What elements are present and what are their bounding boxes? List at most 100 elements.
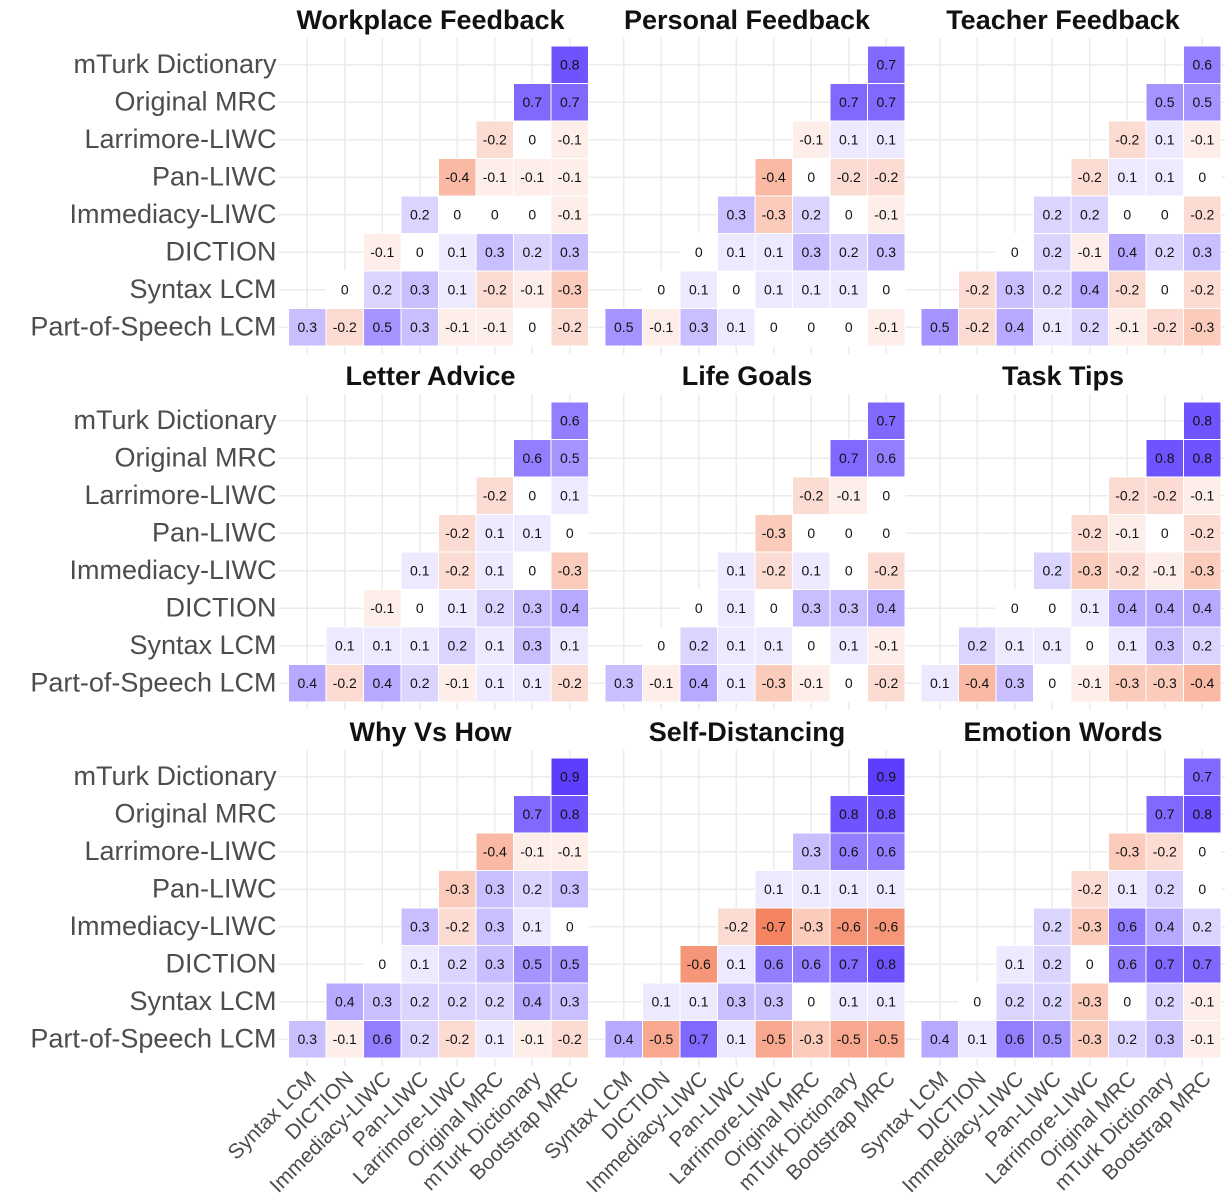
cell-label: 0.3 bbox=[373, 993, 393, 1009]
heatmap-cell bbox=[829, 945, 868, 984]
heatmap-cell bbox=[1070, 664, 1109, 703]
cell-label: 0.7 bbox=[877, 56, 897, 72]
cell-label: -0.3 bbox=[1190, 319, 1214, 335]
heatmap-cell bbox=[792, 551, 831, 590]
cell-label: 0.1 bbox=[1080, 600, 1100, 616]
cell-label: 0.3 bbox=[839, 600, 859, 616]
heatmap-cell bbox=[1145, 270, 1184, 309]
cell-label: 0 bbox=[1123, 206, 1131, 222]
cell-label: -0.2 bbox=[1190, 281, 1214, 297]
heatmap-cell bbox=[438, 626, 477, 665]
cell-label: 0.1 bbox=[764, 881, 784, 897]
cell-label: 0.1 bbox=[448, 244, 468, 260]
heatmap-cell bbox=[400, 195, 439, 234]
y-tick-label: DICTION bbox=[166, 592, 277, 622]
cell-label: 0.8 bbox=[560, 806, 580, 822]
heatmap-cell bbox=[754, 514, 793, 553]
heatmap-cell bbox=[717, 551, 756, 590]
cell-label: 0.7 bbox=[1155, 956, 1175, 972]
cell-label: -0.1 bbox=[558, 131, 582, 147]
cell-label: 0.1 bbox=[1005, 637, 1025, 653]
heatmap-cell bbox=[867, 514, 906, 553]
cell-label: -0.1 bbox=[1190, 131, 1214, 147]
cell-label: -0.1 bbox=[1078, 244, 1102, 260]
cell-label: 0.3 bbox=[802, 600, 822, 616]
cell-label: 0.2 bbox=[373, 281, 393, 297]
cell-label: 0 bbox=[416, 600, 424, 616]
cell-label: -0.2 bbox=[1115, 131, 1139, 147]
cell-label: 0.1 bbox=[839, 281, 859, 297]
heatmap-cell bbox=[475, 1020, 514, 1059]
heatmap-cell bbox=[995, 589, 1034, 628]
y-tick-label: Syntax LCM bbox=[129, 630, 276, 660]
heatmap-cell bbox=[1070, 626, 1109, 665]
cell-label: 0.8 bbox=[1193, 412, 1213, 428]
heatmap-cell bbox=[829, 233, 868, 272]
cell-label: 0.1 bbox=[485, 637, 505, 653]
cell-label: 0.1 bbox=[727, 637, 747, 653]
cell-label: 0.1 bbox=[373, 637, 393, 653]
heatmap-cell bbox=[679, 1020, 718, 1059]
cell-label: 0.3 bbox=[560, 881, 580, 897]
cell-label: 0.4 bbox=[1005, 319, 1025, 335]
heatmap-cell bbox=[604, 1020, 643, 1059]
cell-label: -0.2 bbox=[333, 319, 357, 335]
cell-label: 0.5 bbox=[373, 319, 393, 335]
heatmap-cell bbox=[1183, 514, 1222, 553]
heatmap-cell bbox=[550, 907, 589, 946]
cell-label: -0.5 bbox=[837, 1031, 861, 1047]
heatmap-cell bbox=[958, 626, 997, 665]
y-tick-label: Pan-LIWC bbox=[152, 161, 277, 191]
cell-label: 0.1 bbox=[877, 881, 897, 897]
heatmap-cell bbox=[642, 982, 681, 1021]
cell-label: -0.5 bbox=[649, 1031, 673, 1047]
cell-label: 0.2 bbox=[410, 1031, 430, 1047]
cell-label: -0.1 bbox=[1190, 993, 1214, 1009]
cell-label: -0.2 bbox=[1078, 525, 1102, 541]
heatmap-cell bbox=[1183, 195, 1222, 234]
heatmap-cell bbox=[475, 514, 514, 553]
cell-label: 0.1 bbox=[968, 1031, 988, 1047]
heatmap-cell bbox=[475, 664, 514, 703]
heatmap-cell bbox=[679, 589, 718, 628]
cell-label: 0.1 bbox=[448, 600, 468, 616]
cell-label: 0.4 bbox=[1193, 600, 1213, 616]
cell-label: -0.1 bbox=[874, 319, 898, 335]
panel-title: Task Tips bbox=[1002, 361, 1124, 391]
heatmap-cell bbox=[717, 626, 756, 665]
heatmap-cell bbox=[829, 907, 868, 946]
cell-label: 0.4 bbox=[614, 1031, 634, 1047]
heatmap-cell bbox=[867, 195, 906, 234]
heatmap-cell bbox=[1033, 270, 1072, 309]
cell-label: 0.2 bbox=[802, 206, 822, 222]
heatmap-cell bbox=[550, 757, 589, 796]
heatmap-cell bbox=[1108, 233, 1147, 272]
cell-label: -0.4 bbox=[1190, 675, 1214, 691]
cell-label: -0.2 bbox=[1115, 281, 1139, 297]
cell-label: -0.2 bbox=[1115, 562, 1139, 578]
y-tick-label: Pan-LIWC bbox=[152, 873, 277, 903]
cell-label: 0.5 bbox=[930, 319, 950, 335]
cell-label: -0.2 bbox=[762, 562, 786, 578]
cell-label: 0 bbox=[1198, 843, 1206, 859]
cell-label: -0.2 bbox=[1115, 487, 1139, 503]
cell-label: 0 bbox=[378, 956, 386, 972]
cell-label: 0.9 bbox=[560, 768, 580, 784]
heatmap-cell bbox=[550, 401, 589, 440]
cell-label: 0.5 bbox=[1193, 94, 1213, 110]
cell-label: 0.3 bbox=[298, 319, 318, 335]
heatmap-cell bbox=[400, 664, 439, 703]
cell-label: -0.3 bbox=[558, 281, 582, 297]
cell-label: 0 bbox=[770, 600, 778, 616]
heatmap-cell bbox=[438, 982, 477, 1021]
heatmap-cell bbox=[829, 589, 868, 628]
cell-label: -0.2 bbox=[1190, 525, 1214, 541]
heatmap-cell bbox=[550, 439, 589, 478]
cell-label: -0.2 bbox=[483, 281, 507, 297]
cell-label: 0 bbox=[845, 319, 853, 335]
y-tick-label: Immediacy-LIWC bbox=[69, 555, 276, 585]
heatmap-cell bbox=[1145, 514, 1184, 553]
cell-label: 0.2 bbox=[1080, 206, 1100, 222]
heatmap-cell bbox=[513, 120, 552, 159]
